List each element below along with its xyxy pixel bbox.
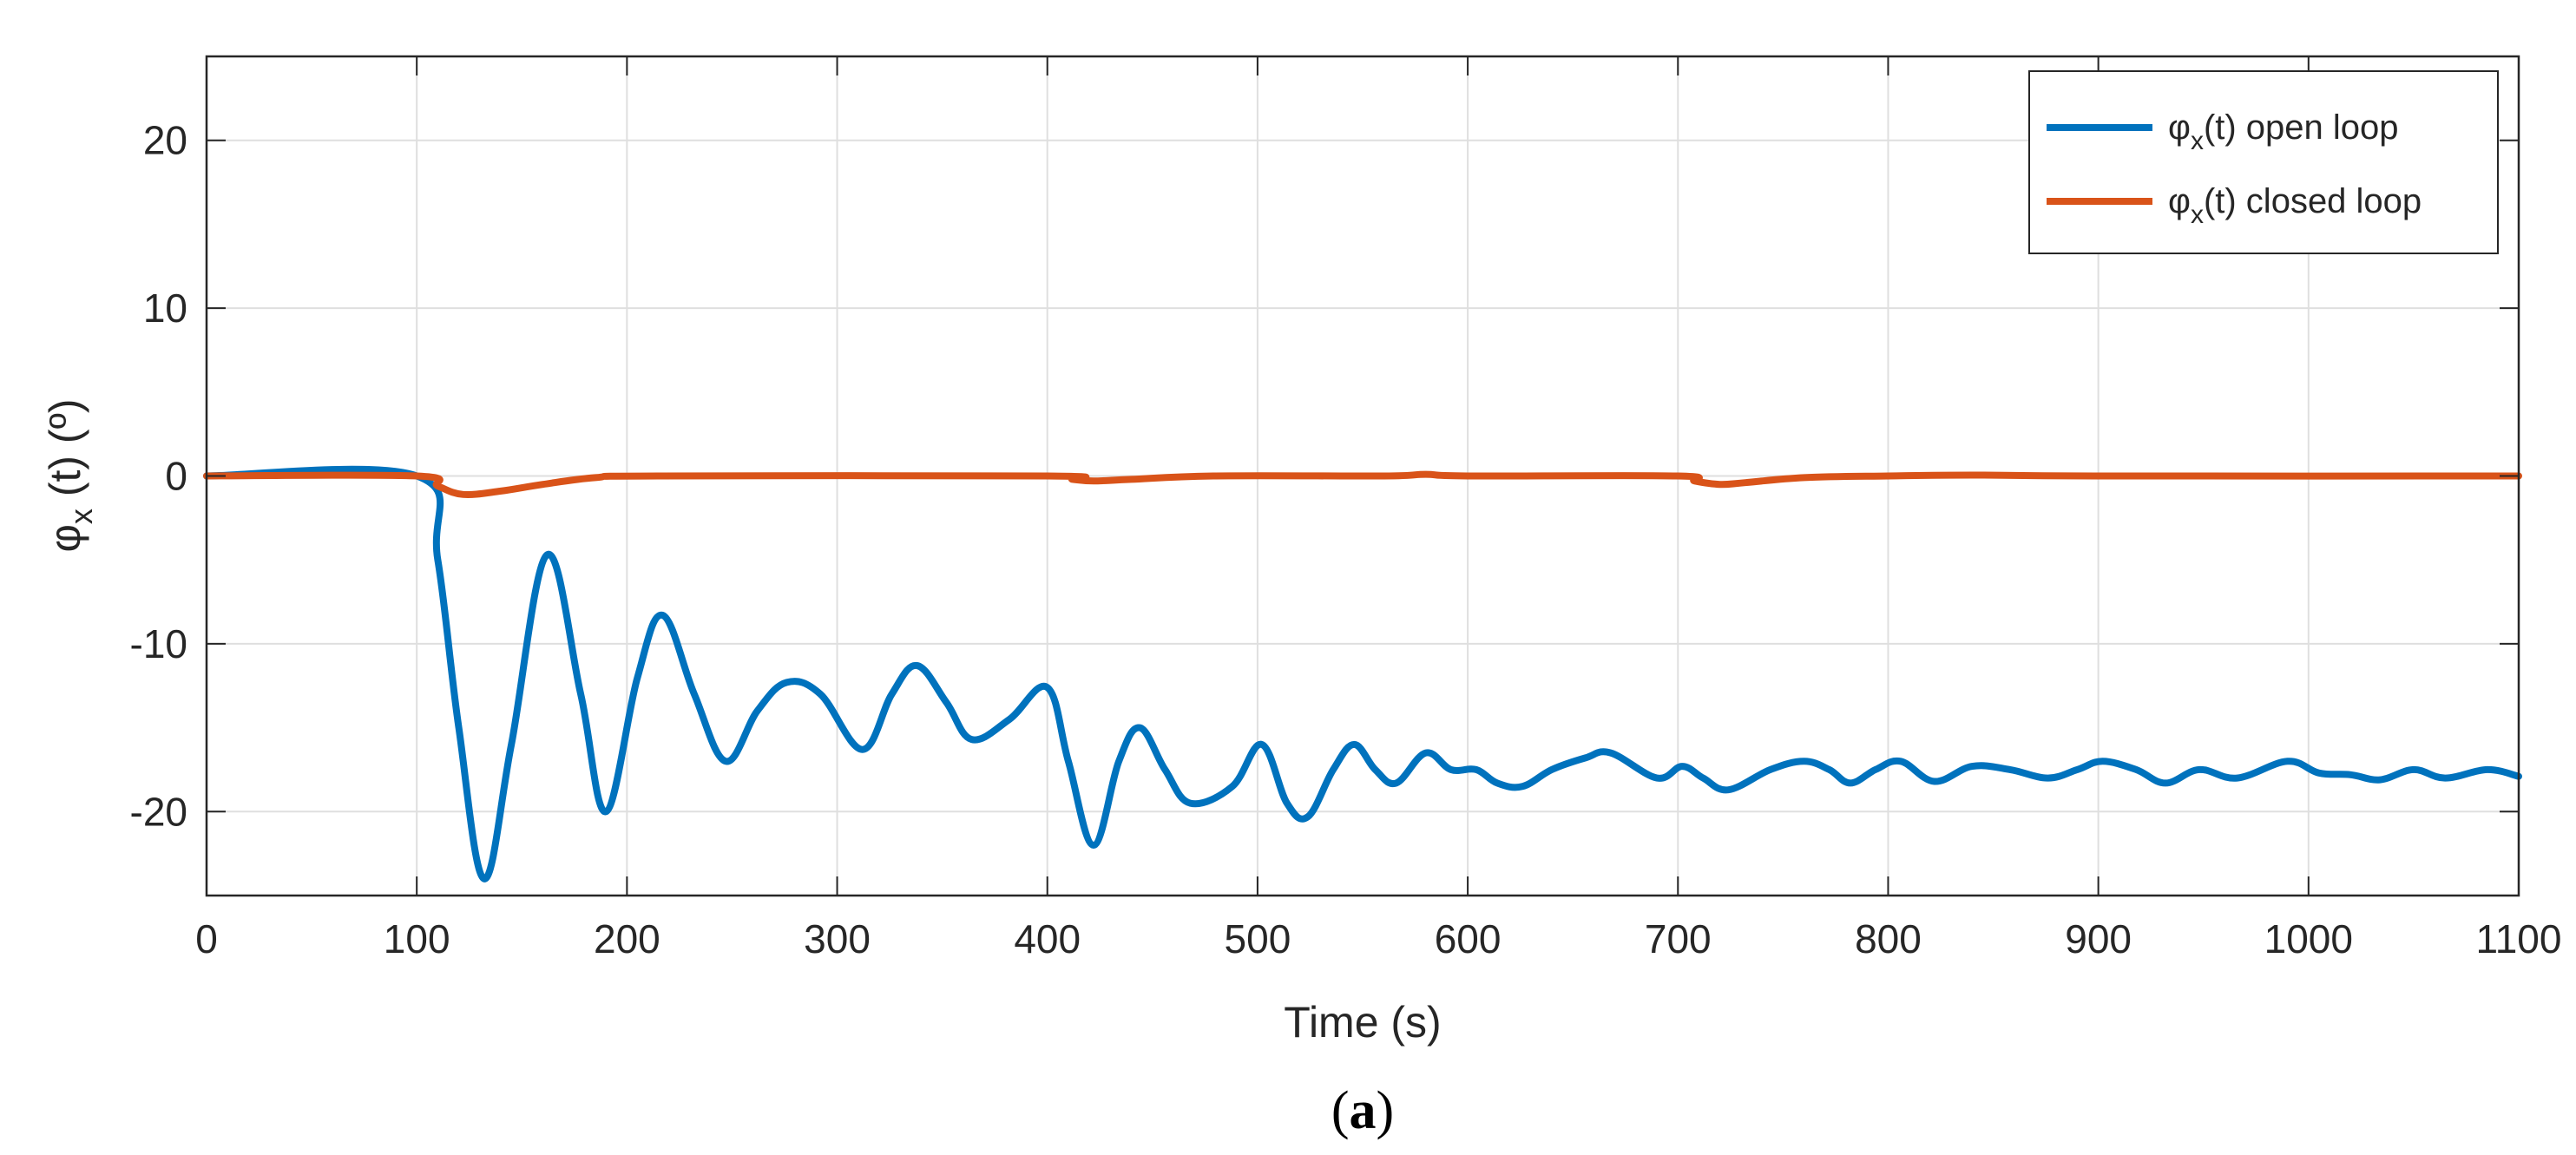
x-tick-label: 800 (1855, 916, 1922, 961)
x-tick-label: 1100 (2476, 916, 2562, 961)
x-tick-label: 900 (2065, 916, 2132, 961)
y-tick-label: 0 (165, 454, 187, 499)
tick-labels: 0 100 200 300 400 500 600 700 800 900 1000 1100-20-… (130, 118, 2562, 961)
y-axis-title: φx (t) (º) (41, 399, 99, 553)
y-tick-label: -10 (130, 621, 187, 666)
ticks (206, 56, 2520, 896)
x-tick-label: 400 (1014, 916, 1081, 961)
x-tick-label: 500 (1225, 916, 1291, 961)
legend-label-open-loop: φx(t) open loop (2168, 108, 2399, 155)
y-tick-label: -20 (130, 789, 187, 834)
x-tick-label: 600 (1435, 916, 1502, 961)
y-tick-label: 10 (143, 285, 187, 331)
legend: φx(t) open loop φx(t) closed loop (2028, 70, 2499, 254)
x-tick-label: 0 (195, 916, 218, 961)
series-closed-loop-line (203, 470, 2522, 499)
y-tick-label: 20 (143, 118, 187, 163)
figure-caption: (a) (1331, 1081, 1394, 1140)
series-layer (203, 465, 2522, 883)
x-tick-label: 700 (1645, 916, 1712, 961)
x-tick-label: 200 (594, 916, 660, 961)
legend-box (2028, 70, 2499, 254)
x-tick-label: 100 (384, 916, 450, 961)
x-axis-title: Time (s) (1284, 998, 1441, 1047)
legend-label-closed-loop: φx(t) closed loop (2168, 182, 2422, 229)
series-open-loop-line (203, 465, 2522, 883)
x-tick-label: 1000 (2264, 916, 2353, 961)
x-tick-label: 300 (804, 916, 871, 961)
